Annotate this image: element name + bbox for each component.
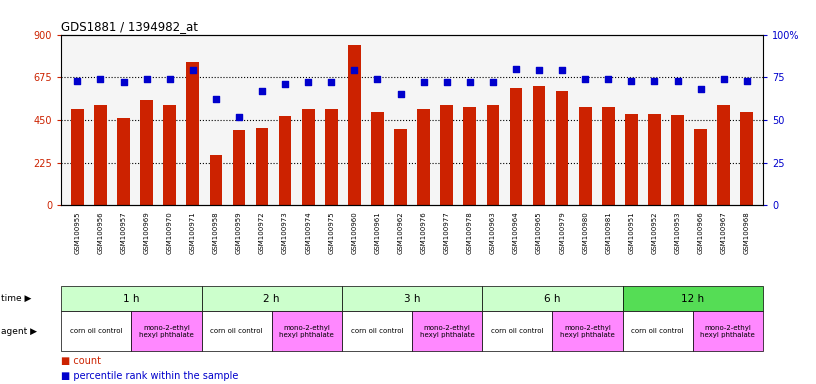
Point (394, 91, 407, 98)
Point (579, 76, 592, 82)
Bar (672, 115, 684, 205)
Point (440, 79, 453, 86)
Bar (202, 286, 342, 311)
Text: corn oil control: corn oil control (632, 328, 684, 334)
Text: corn oil control: corn oil control (211, 328, 263, 334)
Bar (417, 109, 430, 205)
Point (163, 76, 176, 82)
Point (371, 76, 384, 82)
Point (671, 78, 684, 84)
Bar (694, 129, 707, 205)
Bar (579, 107, 592, 205)
Bar (202, 311, 272, 351)
Bar (348, 45, 361, 205)
Point (233, 114, 246, 120)
Bar (210, 155, 222, 205)
Bar (272, 311, 342, 351)
Bar (693, 311, 763, 351)
Bar (533, 86, 545, 205)
Bar (602, 107, 614, 205)
Point (486, 79, 499, 86)
Text: corn oil control: corn oil control (70, 328, 122, 334)
Point (717, 76, 730, 82)
Text: ■ percentile rank within the sample: ■ percentile rank within the sample (61, 371, 238, 381)
Point (140, 76, 153, 82)
Bar (131, 311, 202, 351)
Point (556, 67, 569, 73)
Point (694, 86, 707, 92)
Point (348, 67, 361, 73)
Point (255, 88, 268, 94)
Point (186, 67, 199, 73)
Bar (61, 311, 131, 351)
Point (71, 78, 84, 84)
Text: mono-2-ethyl
hexyl phthalate: mono-2-ethyl hexyl phthalate (279, 325, 335, 338)
Text: 6 h: 6 h (544, 293, 561, 304)
Point (210, 96, 223, 103)
Text: corn oil control: corn oil control (351, 328, 403, 334)
Point (463, 79, 477, 86)
Bar (233, 131, 246, 205)
Bar (482, 286, 623, 311)
Bar (394, 129, 407, 205)
Bar (740, 113, 753, 205)
Bar (412, 311, 482, 351)
Bar (371, 113, 384, 205)
Point (740, 78, 753, 84)
Point (601, 76, 614, 82)
Bar (623, 286, 763, 311)
Bar (118, 118, 130, 205)
Text: GDS1881 / 1394982_at: GDS1881 / 1394982_at (61, 20, 198, 33)
Bar (625, 114, 638, 205)
Text: 12 h: 12 h (681, 293, 704, 304)
Point (302, 79, 315, 86)
Bar (342, 311, 412, 351)
Point (648, 78, 661, 84)
Bar (140, 100, 153, 205)
Bar (463, 107, 477, 205)
Bar (255, 127, 268, 205)
Bar (61, 286, 202, 311)
Bar (623, 311, 693, 351)
Point (417, 79, 430, 86)
Bar (342, 286, 482, 311)
Text: mono-2-ethyl
hexyl phthalate: mono-2-ethyl hexyl phthalate (700, 325, 756, 338)
Point (94, 76, 107, 82)
Bar (325, 109, 338, 205)
Text: 3 h: 3 h (404, 293, 420, 304)
Point (278, 81, 291, 87)
Text: agent ▶: agent ▶ (1, 327, 37, 336)
Bar (556, 91, 569, 205)
Bar (94, 105, 107, 205)
Bar (186, 62, 199, 205)
Text: mono-2-ethyl
hexyl phthalate: mono-2-ethyl hexyl phthalate (560, 325, 615, 338)
Text: ■ count: ■ count (61, 356, 101, 366)
Bar (482, 311, 552, 351)
Bar (648, 114, 661, 205)
Point (117, 79, 130, 86)
Text: mono-2-ethyl
hexyl phthalate: mono-2-ethyl hexyl phthalate (139, 325, 194, 338)
Point (625, 78, 638, 84)
Point (509, 66, 522, 72)
Text: time ▶: time ▶ (1, 294, 31, 303)
Bar (71, 109, 84, 205)
Bar (163, 105, 176, 205)
Bar (279, 116, 291, 205)
Text: corn oil control: corn oil control (491, 328, 543, 334)
Bar (486, 105, 499, 205)
Text: mono-2-ethyl
hexyl phthalate: mono-2-ethyl hexyl phthalate (419, 325, 475, 338)
Bar (552, 311, 623, 351)
Text: 1 h: 1 h (123, 293, 140, 304)
Text: 2 h: 2 h (264, 293, 280, 304)
Bar (510, 88, 522, 205)
Bar (717, 105, 730, 205)
Bar (302, 109, 314, 205)
Point (533, 67, 546, 73)
Bar (441, 105, 453, 205)
Point (325, 79, 338, 86)
